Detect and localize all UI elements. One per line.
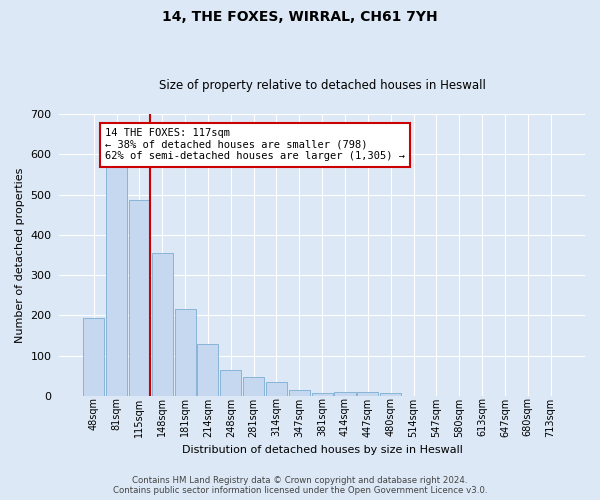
Bar [289, 390, 310, 396]
Text: 14, THE FOXES, WIRRAL, CH61 7YH: 14, THE FOXES, WIRRAL, CH61 7YH [162, 10, 438, 24]
Bar [197, 344, 218, 396]
Bar [220, 370, 241, 396]
Bar [380, 393, 401, 396]
Bar [358, 392, 379, 396]
Bar [106, 162, 127, 396]
Bar [175, 310, 196, 396]
Bar [334, 392, 356, 396]
Title: Size of property relative to detached houses in Heswall: Size of property relative to detached ho… [159, 79, 485, 92]
Bar [152, 253, 173, 396]
Bar [311, 392, 332, 396]
Bar [129, 200, 150, 396]
Text: Contains HM Land Registry data © Crown copyright and database right 2024.
Contai: Contains HM Land Registry data © Crown c… [113, 476, 487, 495]
Bar [243, 376, 264, 396]
X-axis label: Distribution of detached houses by size in Heswall: Distribution of detached houses by size … [182, 445, 463, 455]
Text: 14 THE FOXES: 117sqm
← 38% of detached houses are smaller (798)
62% of semi-deta: 14 THE FOXES: 117sqm ← 38% of detached h… [105, 128, 405, 162]
Bar [266, 382, 287, 396]
Bar [83, 318, 104, 396]
Y-axis label: Number of detached properties: Number of detached properties [15, 168, 25, 342]
